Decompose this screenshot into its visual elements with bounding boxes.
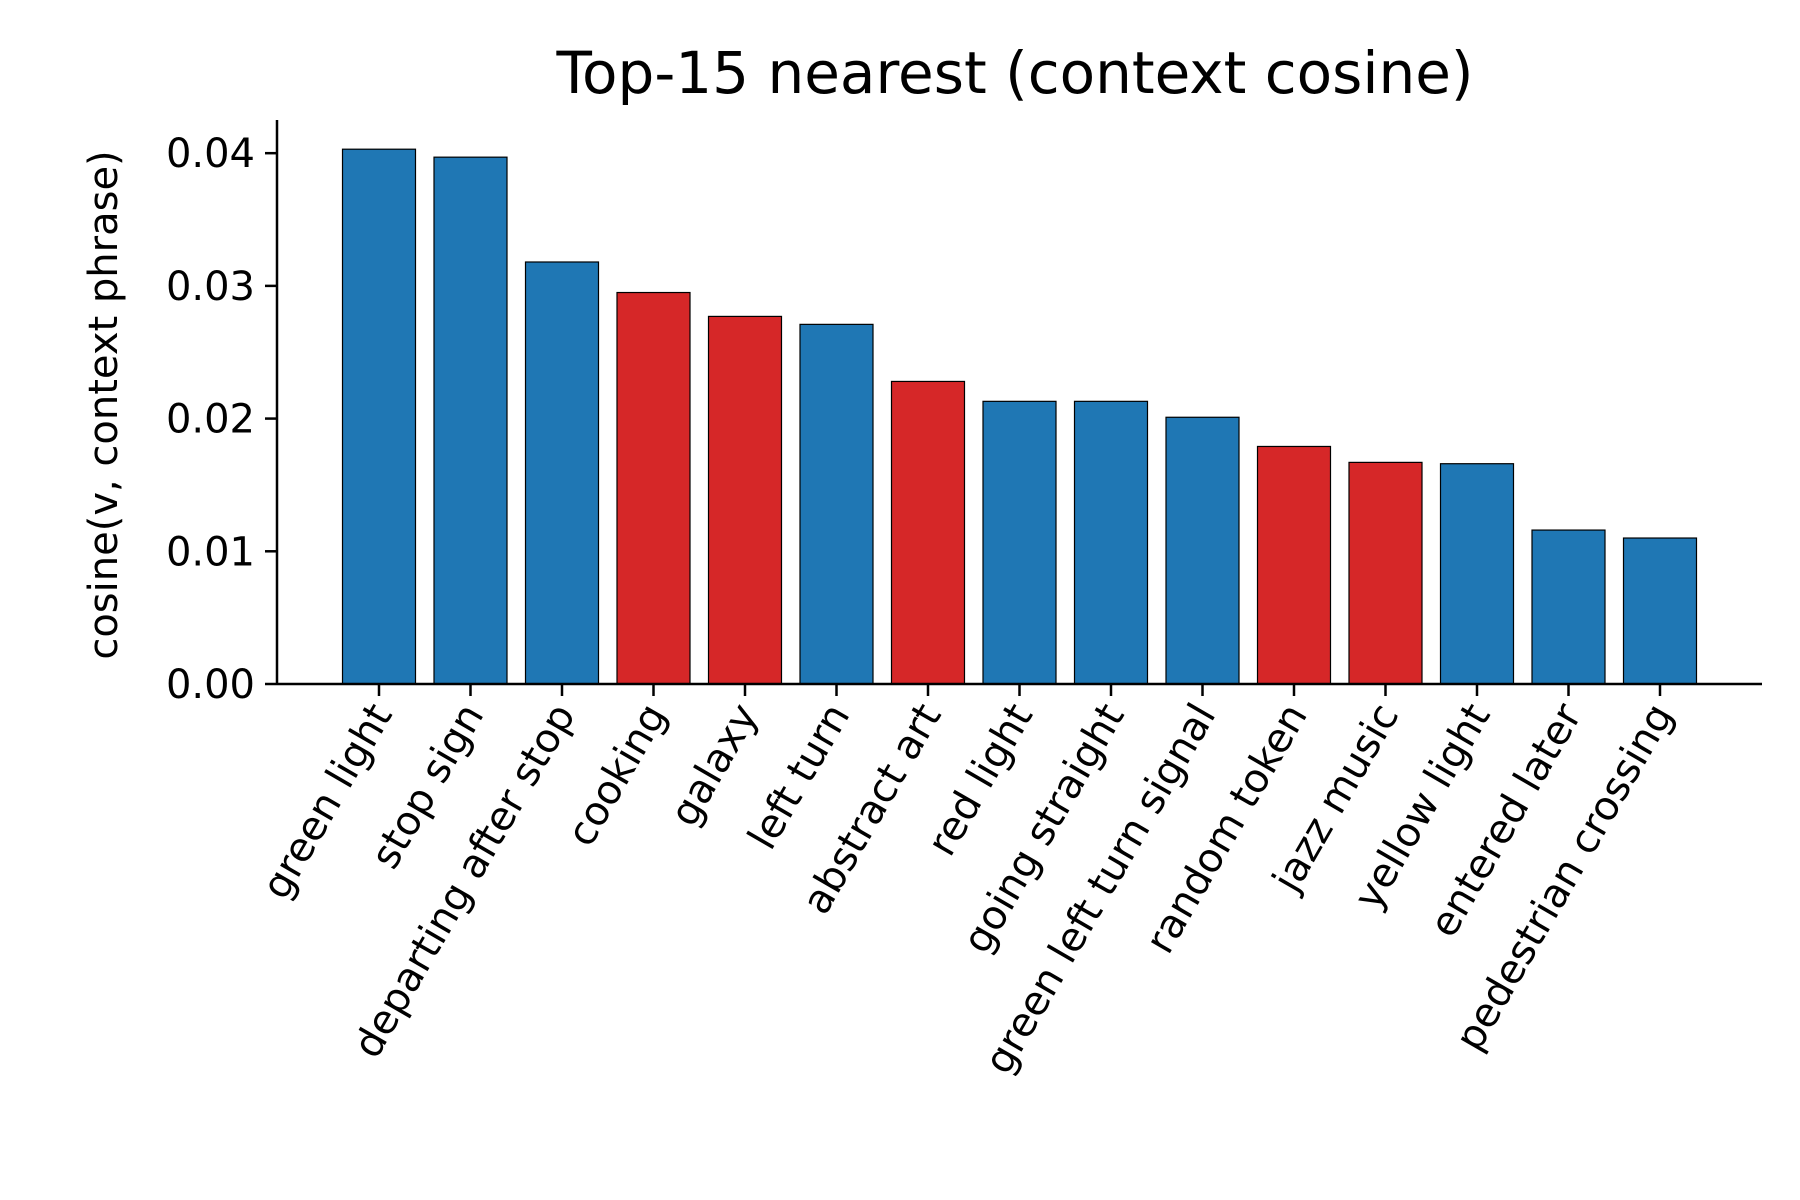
bar-cooking <box>616 291 691 685</box>
chart-title: Top-15 nearest (context cosine) <box>555 39 1473 107</box>
y-tick-label: 0.04 <box>166 131 255 177</box>
y-axis-ticks: 0.00 0.01 0.02 0.03 0.04 <box>166 131 277 708</box>
bar-jazz-music <box>1348 461 1423 685</box>
bar-going-straight <box>1073 400 1149 685</box>
bar-yellow-light <box>1439 463 1515 685</box>
bar-stop-sign <box>433 156 508 685</box>
y-tick-label: 0.00 <box>166 662 255 708</box>
bar-red-light <box>982 400 1057 685</box>
bar-abstract-art <box>890 380 966 685</box>
y-axis-label: cosine(v, context phrase) <box>81 150 127 659</box>
y-tick-label: 0.01 <box>166 529 255 575</box>
bar-green-left-turn-signal <box>1165 416 1240 685</box>
bar-entered-later <box>1531 529 1606 685</box>
bar-random-token <box>1256 445 1332 685</box>
bar-pedestrian-crossing <box>1622 537 1698 685</box>
bar-galaxy <box>707 315 783 685</box>
bar-left-turn <box>799 323 874 685</box>
bars-group <box>341 148 1698 685</box>
bar-green-light <box>341 148 417 685</box>
bar-departing-after-stop <box>524 261 600 685</box>
x-tick-label: green light <box>253 696 401 907</box>
y-tick-label: 0.03 <box>166 264 255 310</box>
y-tick-label: 0.02 <box>166 397 255 443</box>
